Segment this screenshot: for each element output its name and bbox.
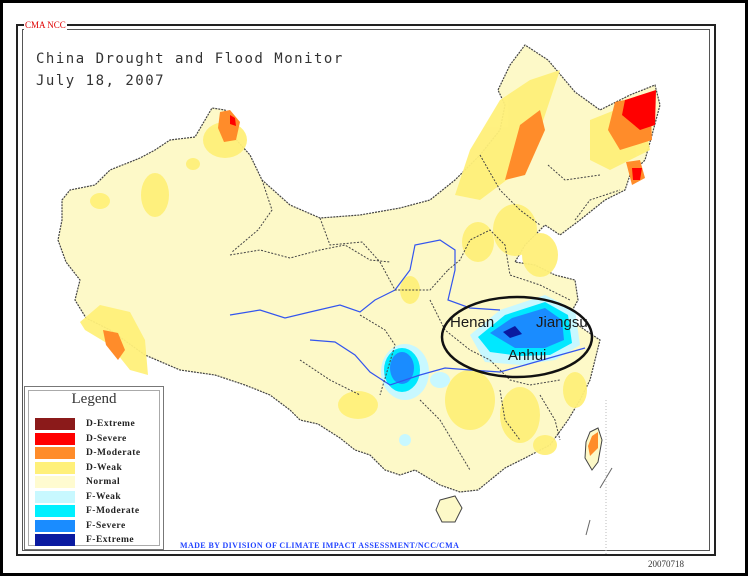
taiwan-drought-moderate: [588, 432, 598, 456]
hainan-island: [435, 495, 463, 523]
legend-title: Legend: [71, 391, 117, 407]
title-text: China Drought and Flood Monitor: [36, 51, 344, 67]
legend-label: D-Moderate: [86, 448, 141, 458]
legend-item-normal: Normal: [35, 475, 120, 489]
date-code: 20070718: [648, 559, 684, 569]
date-text: July 18, 2007: [36, 73, 166, 89]
label-anhui: Anhui: [508, 347, 547, 364]
flood-highlight-ellipse: [440, 295, 594, 379]
legend-swatch: [35, 505, 75, 517]
legend-swatch: [35, 461, 75, 474]
legend-swatch: [35, 490, 75, 503]
legend-swatch: [35, 447, 75, 459]
legend-label: F-Moderate: [86, 506, 140, 516]
rivers: [229, 239, 586, 386]
legend-swatch: [35, 476, 75, 488]
legend-label: D-Weak: [86, 462, 123, 473]
legend-item-d-moderate: D-Moderate: [35, 446, 141, 460]
legend-swatch: [35, 534, 75, 546]
legend-item-f-extreme: F-Extreme: [35, 533, 134, 547]
legend-item-f-weak: F-Weak: [35, 490, 121, 504]
legend-label: D-Extreme: [86, 419, 136, 429]
severe-drought-zones: [230, 90, 656, 180]
map-frame-inner: [22, 29, 710, 551]
legend: Legend D-Extreme D-Severe D-Moderate D-W…: [24, 386, 164, 550]
legend-item-f-severe: F-Severe: [35, 519, 126, 533]
source-tag: CMA NCC: [24, 20, 67, 30]
legend-swatch: [35, 418, 75, 430]
province-borders: [229, 154, 621, 471]
legend-label: Normal: [86, 477, 121, 487]
legend-item-d-extreme: D-Extreme: [35, 417, 135, 431]
map-frame-outer: [16, 24, 716, 556]
label-jiangsu: Jiangsu: [536, 314, 588, 331]
legend-label: F-Severe: [86, 520, 126, 531]
legend-item-d-weak: D-Weak: [35, 461, 122, 475]
legend-item-d-severe: D-Severe: [35, 432, 127, 446]
legend-item-f-moderate: F-Moderate: [35, 504, 140, 518]
legend-swatch: [35, 432, 75, 445]
legend-label: F-Weak: [86, 491, 122, 502]
flood-zones: [381, 295, 580, 446]
credit-text: MADE BY DIVISION OF CLIMATE IMPACT ASSES…: [180, 541, 460, 550]
map-title: China Drought and Flood Monitor July 18,…: [36, 48, 344, 92]
weak-drought-zones: [80, 70, 650, 455]
label-henan: Henan: [450, 314, 495, 331]
legend-label: D-Severe: [86, 433, 127, 444]
legend-label: F-Extreme: [86, 535, 135, 545]
legend-swatch: [35, 519, 75, 532]
legend-inner-border: [28, 390, 160, 546]
